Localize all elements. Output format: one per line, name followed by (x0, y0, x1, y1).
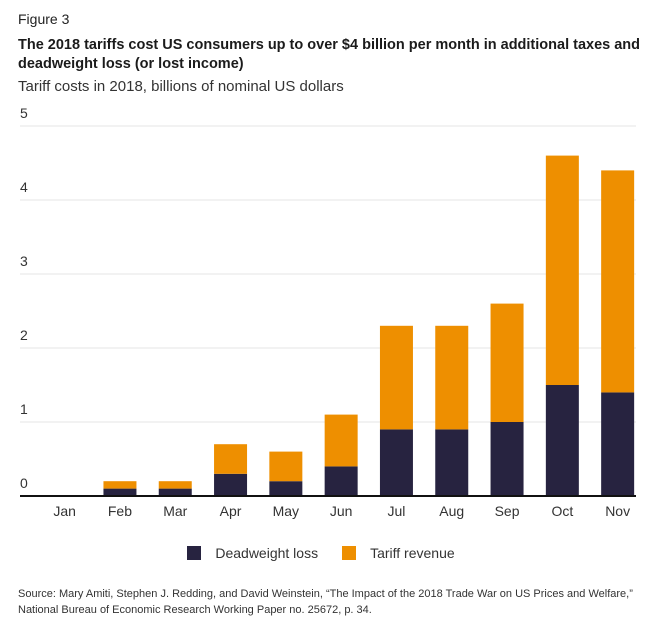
chart-plot-area: 0 1 2 3 4 5 Jan Feb Mar Apr May Jun Jul Aug Sep Oct Nov (20, 105, 636, 519)
y-tick-label: 3 (20, 253, 28, 269)
x-tick-label: Feb (108, 503, 132, 519)
bar-tariff-revenue-oct (545, 155, 579, 385)
bar-deadweight-loss-aug (435, 429, 469, 496)
y-tick-label: 5 (20, 105, 28, 121)
bar-tariff-revenue-feb (103, 481, 137, 489)
legend-label-deadweight-loss: Deadweight loss (215, 545, 319, 561)
x-tick-label: May (273, 503, 299, 519)
bar-tariff-revenue-aug (435, 325, 469, 430)
y-tick-label: 1 (20, 401, 28, 417)
x-tick-label: Sep (495, 503, 520, 519)
chart-subtitle: Tariff costs in 2018, billions of nomina… (18, 78, 344, 95)
bar-deadweight-loss-mar (158, 488, 192, 496)
x-tick-label: Mar (163, 503, 187, 519)
y-tick-label: 0 (20, 475, 28, 491)
x-tick-label: Apr (220, 503, 242, 519)
bar-tariff-revenue-apr (214, 444, 248, 474)
legend-item-tariff-revenue: Tariff revenue (342, 545, 455, 561)
y-tick-label: 4 (20, 179, 28, 195)
bar-tariff-revenue-may (269, 451, 303, 482)
bar-tariff-revenue-jul (379, 325, 413, 430)
legend-item-deadweight-loss: Deadweight loss (187, 545, 318, 561)
bar-deadweight-loss-apr (214, 473, 248, 496)
bar-tariff-revenue-nov (601, 170, 635, 393)
bar-deadweight-loss-may (269, 481, 303, 496)
x-tick-label: Jul (387, 503, 405, 519)
bar-deadweight-loss-nov (601, 392, 635, 496)
legend-swatch-tariff-revenue (342, 546, 357, 560)
chart-legend: Deadweight loss Tariff revenue (0, 545, 652, 561)
x-tick-label: Aug (439, 503, 464, 519)
x-tick-label: Jan (53, 503, 76, 519)
bar-tariff-revenue-mar (158, 481, 192, 489)
legend-label-tariff-revenue: Tariff revenue (370, 545, 455, 561)
source-note: Source: Mary Amiti, Stephen J. Redding, … (18, 588, 633, 616)
legend-swatch-deadweight-loss (187, 546, 202, 560)
x-tick-label: Jun (330, 503, 353, 519)
x-tick-label: Nov (605, 503, 630, 519)
bar-tariff-revenue-sep (490, 303, 524, 422)
x-tick-label: Oct (551, 503, 573, 519)
y-tick-label: 2 (20, 327, 28, 343)
bar-deadweight-loss-jul (379, 429, 413, 496)
bar-deadweight-loss-sep (490, 422, 524, 496)
chart-title: The 2018 tariffs cost US consumers up to… (18, 37, 641, 72)
bar-deadweight-loss-jun (324, 466, 358, 496)
figure-label: Figure 3 (18, 11, 70, 27)
bar-tariff-revenue-jun (324, 414, 358, 467)
bar-deadweight-loss-oct (545, 385, 579, 496)
bar-deadweight-loss-feb (103, 488, 137, 496)
